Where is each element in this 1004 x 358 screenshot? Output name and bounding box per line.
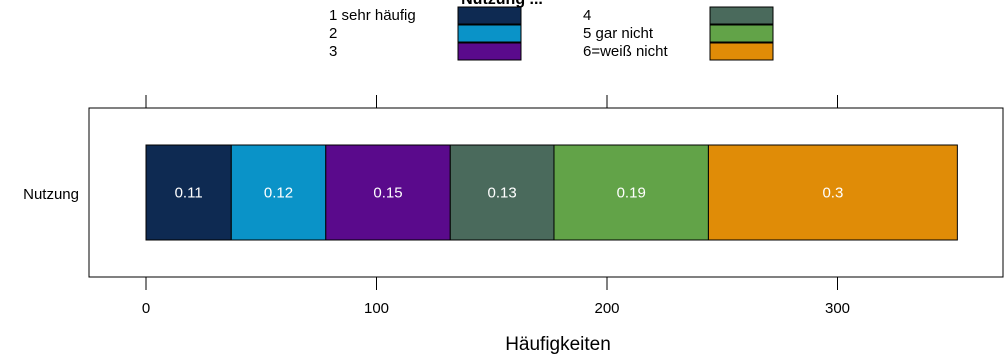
x-axis-ticks: 0 100 200 300 (142, 95, 850, 317)
bar-value-label-2: 0.12 (264, 185, 293, 202)
plot-frame (88, 107, 1004, 278)
legend-label-1: 1 sehr häufig (329, 7, 416, 24)
legend-swatch-6 (709, 42, 774, 61)
x-tick-label-300: 300 (825, 300, 850, 317)
x-tick-label-0: 0 (142, 300, 150, 317)
legend-swatch-3 (457, 42, 522, 61)
x-tick-label-100: 100 (364, 300, 389, 317)
legend-label-5: 5 gar nicht (583, 25, 654, 42)
bar-segment-2 (230, 144, 327, 241)
bar-segment-6 (707, 144, 958, 241)
bar-value-label-5: 0.19 (617, 185, 646, 202)
chart-title: Nutzung ... (461, 0, 543, 8)
x-tick-label-200: 200 (594, 300, 619, 317)
legend-swatch-2 (457, 24, 522, 43)
legend-swatch-1 (457, 6, 522, 25)
bar-value-label-6: 0.3 (822, 185, 843, 202)
bar-value-labels: 0.11 0.12 0.15 0.13 0.19 0.3 (175, 185, 844, 202)
bar-value-label-1: 0.11 (175, 185, 203, 202)
bar-stack (145, 144, 958, 241)
legend-swatch-5 (709, 24, 774, 43)
legend-swatch-4 (709, 6, 774, 25)
bar-segment-5 (553, 144, 709, 241)
bar-segment-4 (449, 144, 555, 241)
legend-label-4: 4 (583, 7, 591, 24)
category-label: Nutzung (23, 186, 79, 203)
x-axis-label: Häufigkeiten (505, 334, 611, 355)
legend-label-3: 3 (329, 43, 337, 60)
bar-value-label-3: 0.15 (373, 185, 402, 202)
legend-label-6: 6=weiß nicht (583, 43, 668, 60)
bar-value-label-4: 0.13 (488, 185, 517, 202)
legend-label-2: 2 (329, 25, 337, 42)
